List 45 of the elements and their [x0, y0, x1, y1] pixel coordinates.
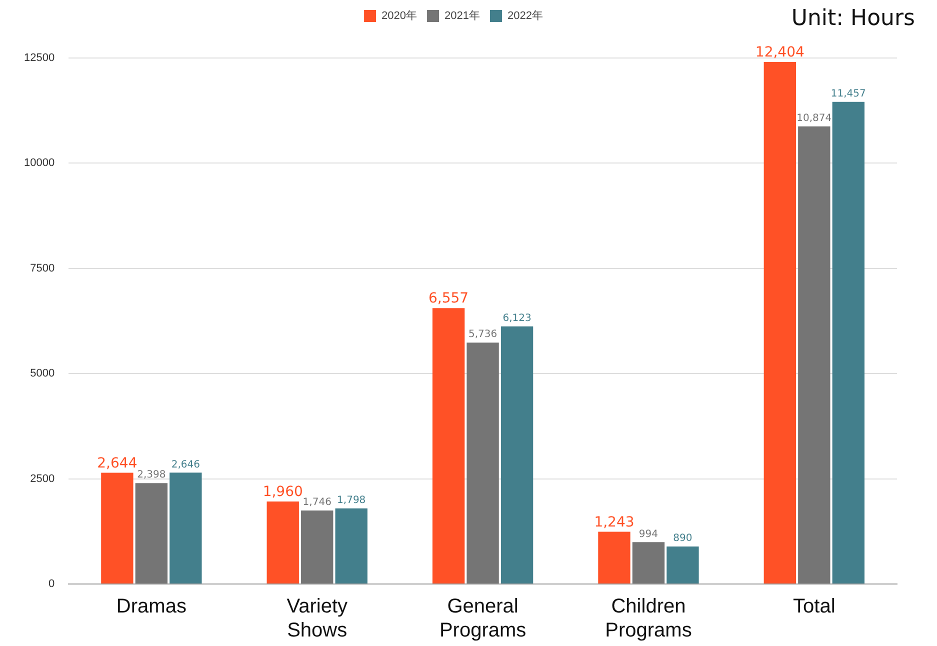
- bar: [335, 508, 368, 584]
- data-label: 1,746: [302, 497, 332, 508]
- bar: [500, 326, 534, 584]
- data-label: 1,798: [337, 494, 366, 506]
- bar: [301, 510, 334, 584]
- data-label: 2,646: [171, 459, 200, 470]
- data-label: 12,404: [755, 44, 804, 61]
- bar: [101, 472, 134, 584]
- y-tick-label: 7500: [30, 262, 55, 274]
- y-tick-label: 5000: [30, 368, 55, 380]
- bar: [798, 126, 830, 584]
- data-label: 1,243: [594, 514, 634, 530]
- bar: [832, 102, 864, 584]
- bar: [466, 342, 499, 584]
- bar: [170, 472, 202, 584]
- x-tick-label: General Programs: [439, 596, 526, 642]
- x-tick-label: Children Programs: [605, 596, 692, 642]
- bar: [666, 546, 699, 584]
- text: Unit: Hours: [791, 6, 915, 31]
- y-tick-label: 0: [48, 578, 55, 590]
- bar: [764, 62, 796, 584]
- x-tick-label: Variety Shows: [286, 596, 348, 642]
- data-label: 1,960: [262, 484, 303, 500]
- data-label: 10,874: [796, 113, 832, 124]
- y-tick-label: 10000: [24, 157, 55, 170]
- x-tick-label: Total: [793, 596, 836, 618]
- data-label: 2,398: [137, 470, 166, 481]
- data-label: 890: [673, 533, 692, 544]
- data-label: 6,557: [428, 290, 469, 307]
- legend-label: 2020年: [382, 10, 418, 22]
- data-label: 6,123: [502, 312, 532, 324]
- data-label: 5,736: [468, 329, 498, 340]
- data-label: 994: [638, 528, 658, 540]
- data-label: 11,457: [830, 88, 866, 100]
- bar: [632, 542, 665, 584]
- y-tick-label: 2500: [30, 472, 55, 485]
- x-tick-label: Dramas: [116, 596, 186, 618]
- bar: [266, 502, 299, 584]
- data-label: 2,644: [97, 455, 138, 472]
- legend-label: 2021年: [444, 10, 480, 22]
- bar: [135, 483, 168, 584]
- bar: [432, 308, 465, 584]
- bar: [598, 532, 630, 584]
- y-tick-label: 12500: [24, 52, 55, 64]
- legend-label: 2022年: [507, 10, 543, 22]
